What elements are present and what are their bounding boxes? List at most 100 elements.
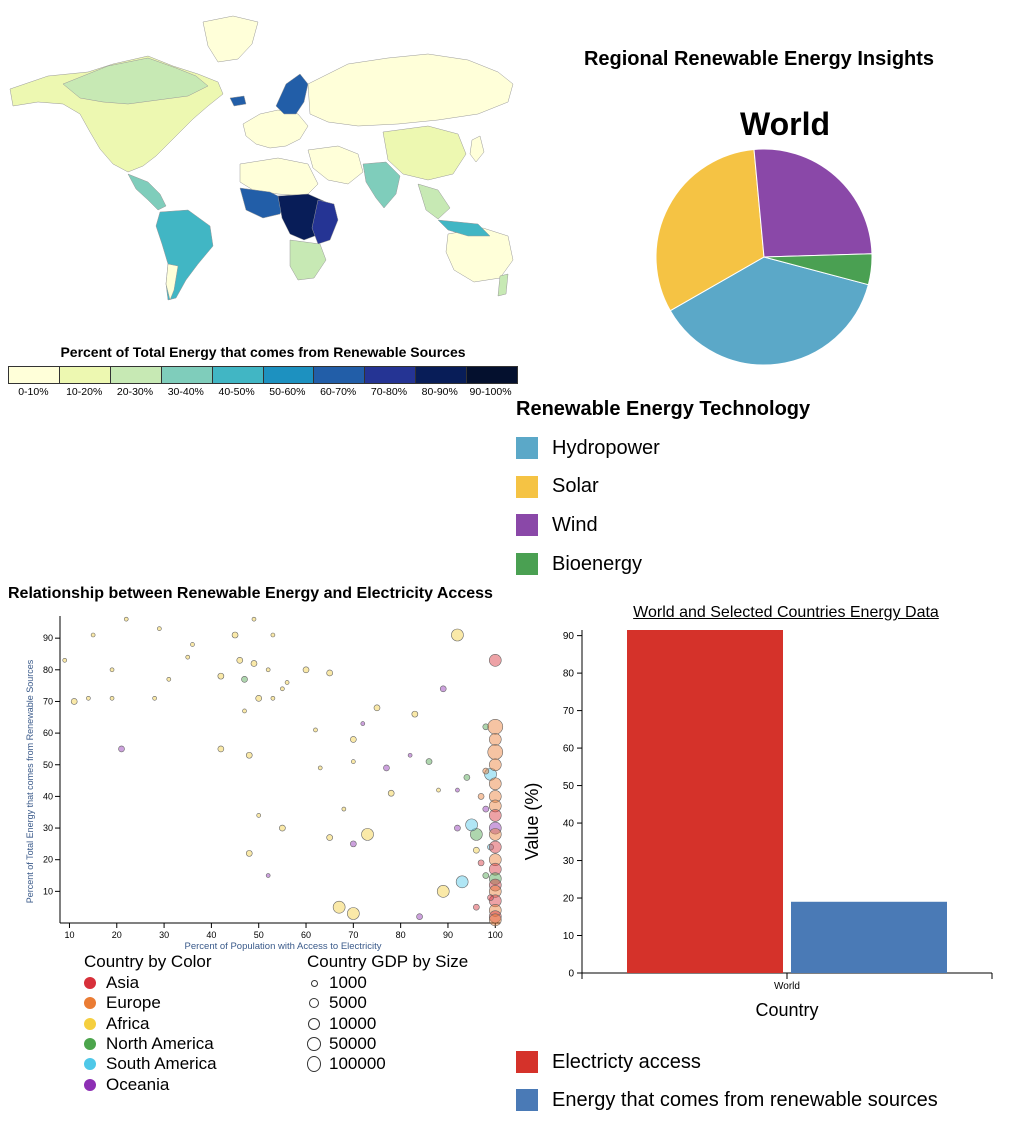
map-new-zealand[interactable]	[497, 273, 509, 297]
scatter-point[interactable]	[245, 850, 253, 857]
scatter-point[interactable]	[361, 828, 374, 841]
scatter-point[interactable]	[109, 667, 115, 673]
scatter-point[interactable]	[190, 642, 195, 647]
scatter-point[interactable]	[487, 843, 494, 851]
map-central-america[interactable]	[127, 173, 167, 211]
scatter-point[interactable]	[347, 907, 360, 920]
scatter-point[interactable]	[90, 632, 96, 638]
scatter-point[interactable]	[488, 878, 502, 892]
scatter-point[interactable]	[488, 853, 502, 867]
scatter-point[interactable]	[332, 900, 346, 914]
scatter-point[interactable]	[482, 805, 490, 813]
scatter-point[interactable]	[280, 686, 285, 692]
scatter-point[interactable]	[488, 799, 502, 813]
scatter-point[interactable]	[488, 872, 502, 885]
scatter-point[interactable]	[270, 695, 276, 701]
scatter-point[interactable]	[465, 818, 478, 832]
scatter-point[interactable]	[411, 710, 419, 718]
scatter-point[interactable]	[487, 744, 504, 760]
scatter-point[interactable]	[488, 894, 502, 908]
scatter-point[interactable]	[350, 736, 357, 743]
map-greenland[interactable]	[202, 15, 259, 63]
scatter-point[interactable]	[482, 723, 490, 731]
scatter-point[interactable]	[109, 695, 115, 701]
scatter-point[interactable]	[488, 910, 502, 923]
scatter-point[interactable]	[373, 704, 381, 712]
scatter-point[interactable]	[62, 658, 68, 663]
scatter-point[interactable]	[351, 759, 356, 764]
scatter-point[interactable]	[326, 834, 333, 841]
scatter-point[interactable]	[425, 758, 433, 765]
scatter-point[interactable]	[488, 904, 502, 917]
scatter-point[interactable]	[488, 790, 502, 803]
scatter-point[interactable]	[488, 777, 502, 791]
scatter-point[interactable]	[454, 824, 461, 832]
scatter-point[interactable]	[488, 809, 502, 822]
scatter-point[interactable]	[251, 616, 257, 622]
scatter-point[interactable]	[270, 632, 276, 638]
scatter-point[interactable]	[118, 745, 125, 753]
scatter-point[interactable]	[245, 751, 253, 759]
map-south-america[interactable]	[155, 209, 214, 301]
scatter-point[interactable]	[488, 862, 502, 876]
scatter-point[interactable]	[123, 616, 129, 622]
scatter-point[interactable]	[488, 913, 502, 927]
map-east-africa[interactable]	[311, 199, 339, 245]
scatter-point[interactable]	[250, 660, 258, 667]
scatter-point[interactable]	[302, 666, 310, 674]
scatter-point[interactable]	[488, 821, 502, 835]
map-indonesia[interactable]	[437, 219, 491, 237]
scatter-point[interactable]	[487, 894, 494, 901]
scatter-point[interactable]	[231, 631, 239, 639]
scatter-point[interactable]	[256, 813, 262, 818]
scatter-point[interactable]	[313, 727, 318, 733]
world-choropleth-map[interactable]	[8, 14, 518, 304]
scatter-point[interactable]	[217, 745, 225, 753]
map-china[interactable]	[382, 125, 467, 181]
scatter-point[interactable]	[317, 765, 323, 771]
scatter-point[interactable]	[488, 733, 502, 746]
map-russia[interactable]	[307, 53, 514, 127]
scatter-point[interactable]	[488, 828, 502, 841]
map-west-africa[interactable]	[239, 187, 287, 219]
scatter-point[interactable]	[451, 628, 464, 642]
scatter-point[interactable]	[488, 840, 502, 854]
scatter-point[interactable]	[326, 669, 333, 677]
scatter-point[interactable]	[279, 824, 286, 832]
scatter-point[interactable]	[463, 774, 471, 781]
scatter-point[interactable]	[341, 806, 347, 812]
scatter-point[interactable]	[236, 657, 244, 664]
pie-slice-wind[interactable]	[753, 148, 873, 258]
scatter-point[interactable]	[482, 767, 490, 775]
scatter-point[interactable]	[86, 695, 91, 701]
scatter-point[interactable]	[284, 680, 290, 685]
scatter-point[interactable]	[157, 626, 162, 631]
scatter-point[interactable]	[477, 793, 485, 800]
map-patagonia[interactable]	[165, 263, 179, 301]
scatter-point[interactable]	[488, 885, 502, 898]
scatter-point[interactable]	[152, 695, 157, 701]
scatter-point[interactable]	[487, 718, 504, 735]
scatter-point[interactable]	[407, 752, 413, 758]
map-middle-east[interactable]	[307, 145, 364, 185]
scatter-point[interactable]	[488, 758, 502, 772]
map-south-asia[interactable]	[362, 161, 401, 209]
scatter-point[interactable]	[242, 708, 247, 714]
scatter-point[interactable]	[416, 913, 423, 920]
scatter-point[interactable]	[455, 875, 469, 889]
map-europe[interactable]	[242, 109, 309, 149]
scatter-point[interactable]	[185, 654, 191, 660]
scatter-point[interactable]	[350, 840, 357, 848]
scatter-point[interactable]	[241, 675, 248, 683]
scatter-point[interactable]	[166, 676, 172, 682]
scatter-point[interactable]	[360, 721, 366, 726]
map-southern-africa[interactable]	[289, 239, 327, 281]
map-southeast-asia[interactable]	[417, 183, 451, 220]
pie-slice-solar[interactable]	[655, 148, 765, 312]
scatter-point[interactable]	[255, 694, 263, 702]
scatter-point[interactable]	[217, 672, 225, 680]
scatter-point[interactable]	[477, 859, 485, 867]
scatter-point[interactable]	[436, 787, 441, 793]
scatter-point[interactable]	[70, 698, 78, 705]
pie-slice-hydropower[interactable]	[669, 256, 870, 366]
